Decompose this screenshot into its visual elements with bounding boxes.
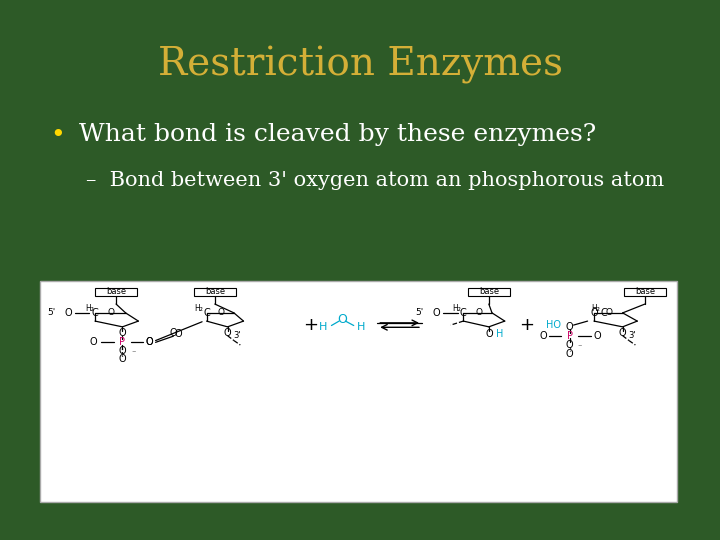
Text: H: H <box>319 322 328 332</box>
Text: C: C <box>91 308 99 318</box>
Text: HO: HO <box>546 320 561 330</box>
Text: C: C <box>203 308 210 318</box>
Text: O: O <box>593 330 601 341</box>
Text: O: O <box>539 330 546 341</box>
Text: H₂: H₂ <box>194 304 203 313</box>
Text: C: C <box>600 308 607 318</box>
Text: 3': 3' <box>629 330 636 340</box>
Text: O: O <box>224 328 231 339</box>
Text: O: O <box>119 328 126 339</box>
Text: base: base <box>635 287 655 296</box>
Bar <box>95 288 137 296</box>
Text: Restriction Enzymes: Restriction Enzymes <box>158 46 562 84</box>
Text: O: O <box>606 308 613 317</box>
Text: +: + <box>303 316 318 334</box>
Text: 5': 5' <box>415 308 424 318</box>
Text: O: O <box>566 340 574 350</box>
Text: O: O <box>618 328 626 339</box>
Text: What bond is cleaved by these enzymes?: What bond is cleaved by these enzymes? <box>79 124 596 146</box>
Text: +: + <box>520 316 534 334</box>
Text: C: C <box>460 308 467 318</box>
Text: P: P <box>120 338 125 347</box>
Text: O: O <box>90 338 98 347</box>
Text: O: O <box>175 329 182 339</box>
Text: O: O <box>119 354 126 364</box>
Bar <box>194 288 235 296</box>
Text: –  Bond between 3' oxygen atom an phosphorous atom: – Bond between 3' oxygen atom an phospho… <box>86 171 665 191</box>
Text: O: O <box>217 308 225 317</box>
Text: ⁻: ⁻ <box>577 342 582 351</box>
Text: P: P <box>567 330 572 341</box>
Text: O: O <box>475 308 482 317</box>
Bar <box>624 288 666 296</box>
Bar <box>468 288 510 296</box>
Text: O: O <box>170 328 177 338</box>
Text: O: O <box>566 322 574 332</box>
Text: •: • <box>50 123 65 147</box>
Text: O: O <box>119 346 126 356</box>
Text: O: O <box>145 338 153 347</box>
Text: H₂: H₂ <box>591 304 600 313</box>
Text: base: base <box>479 287 499 296</box>
FancyBboxPatch shape <box>40 281 677 502</box>
Text: base: base <box>204 287 225 296</box>
Text: O: O <box>107 308 114 317</box>
Text: O: O <box>485 329 492 339</box>
Text: 5': 5' <box>48 308 55 318</box>
Text: O: O <box>432 308 440 318</box>
Text: base: base <box>106 287 126 296</box>
Text: H₂: H₂ <box>453 304 462 313</box>
Text: O: O <box>338 313 347 326</box>
Text: O: O <box>145 338 153 347</box>
Text: O: O <box>65 308 72 318</box>
Text: H: H <box>496 329 503 339</box>
Text: O: O <box>566 349 574 359</box>
Text: 3': 3' <box>233 330 241 340</box>
Text: H₂: H₂ <box>85 304 94 313</box>
Text: ⁻: ⁻ <box>131 348 135 357</box>
Text: O: O <box>590 308 598 318</box>
Text: H: H <box>357 322 366 332</box>
